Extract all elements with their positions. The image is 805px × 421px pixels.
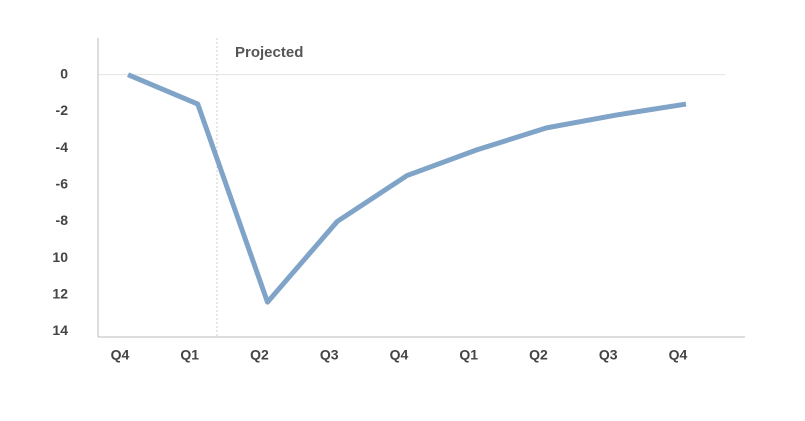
y-tick-label: 14 xyxy=(52,322,68,338)
y-tick-label: 10 xyxy=(52,249,68,265)
x-tick-label: Q1 xyxy=(180,347,199,363)
y-tick-label: -2 xyxy=(56,102,69,118)
x-tick-label: Q3 xyxy=(599,347,618,363)
x-tick-label: Q4 xyxy=(669,347,688,363)
x-tick-label: Q2 xyxy=(529,347,548,363)
annotation: Projected xyxy=(235,44,303,61)
x-tick-label: Q1 xyxy=(459,347,478,363)
line xyxy=(127,72,687,305)
x-tick-label: Q2 xyxy=(250,347,269,363)
y-tick-label: -8 xyxy=(56,212,69,228)
y-tick-label: 0 xyxy=(60,65,68,81)
y-tick-label: 12 xyxy=(52,286,68,302)
x-tick-label: Q4 xyxy=(390,347,409,363)
x-tick-label: Q3 xyxy=(320,347,339,363)
y-tick-label: -4 xyxy=(56,139,69,155)
y-tick-label: -6 xyxy=(56,175,69,191)
x-tick-label: Q4 xyxy=(111,347,130,363)
